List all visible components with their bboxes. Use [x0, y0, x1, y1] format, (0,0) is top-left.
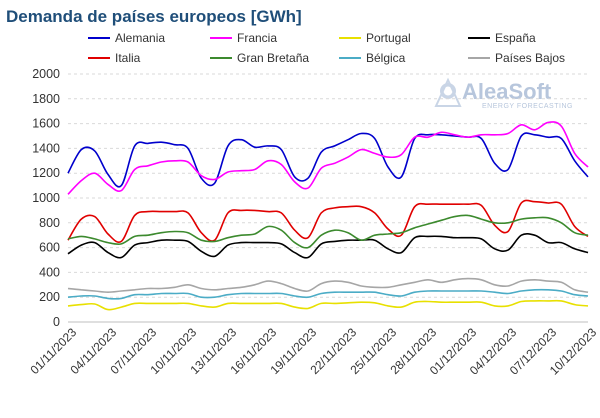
legend-item: España	[468, 31, 536, 45]
x-axis: 01/11/202304/11/202307/11/202310/11/2023…	[27, 325, 599, 378]
chart-title: Demanda de países europeos [GWh]	[6, 7, 302, 26]
y-tick-label: 800	[39, 216, 60, 230]
legend-label: Francia	[237, 31, 277, 45]
y-tick-label: 1800	[32, 92, 60, 106]
series-line-francia	[67, 121, 589, 195]
y-tick-label: 1000	[32, 191, 60, 205]
legend-label: Portugal	[366, 31, 411, 45]
logo-subtitle: ENERGY FORECASTING	[482, 103, 573, 110]
legend-item: Portugal	[339, 31, 411, 45]
legend-label: Bélgica	[366, 51, 406, 65]
y-tick-label: 0	[53, 315, 60, 329]
y-tick-label: 200	[39, 290, 60, 304]
legend-item: Países Bajos	[468, 51, 565, 65]
y-tick-label: 400	[39, 265, 60, 279]
y-axis: 0 200 400 600 800 1000 1200 1400 1600 1800 2000	[32, 67, 60, 329]
series-line-portugal	[67, 299, 589, 311]
legend-item: Italia	[88, 51, 141, 65]
legend-item: Bélgica	[339, 51, 406, 65]
series-lines	[67, 121, 589, 311]
legend-item: Francia	[210, 31, 277, 45]
y-tick-label: 2000	[32, 67, 60, 81]
legend-label: Italia	[115, 51, 141, 65]
legend-label: Países Bajos	[495, 51, 565, 65]
legend: Alemania Francia Portugal España Italia Gran …	[88, 31, 565, 65]
logo-brand: AleaSoft	[462, 79, 552, 104]
legend-label: España	[495, 31, 536, 45]
series-line-gran-bretaña	[67, 214, 589, 249]
series-line-países-bajos	[67, 277, 589, 293]
series-line-españa	[67, 232, 589, 259]
y-tick-label: 1600	[32, 117, 60, 131]
y-tick-label: 1400	[32, 141, 60, 155]
y-tick-label: 600	[39, 241, 60, 255]
watermark-logo: AleaSoft ENERGY FORECASTING	[434, 77, 573, 110]
logo-icon	[434, 77, 462, 107]
grid	[68, 73, 588, 323]
series-line-italia	[67, 199, 589, 243]
legend-item: Alemania	[88, 31, 165, 45]
series-line-alemania	[67, 132, 589, 188]
legend-item: Gran Bretaña	[210, 51, 309, 65]
series-line-bélgica	[67, 288, 589, 300]
legend-label: Gran Bretaña	[237, 51, 309, 65]
y-tick-label: 1200	[32, 166, 60, 180]
legend-label: Alemania	[115, 31, 165, 45]
